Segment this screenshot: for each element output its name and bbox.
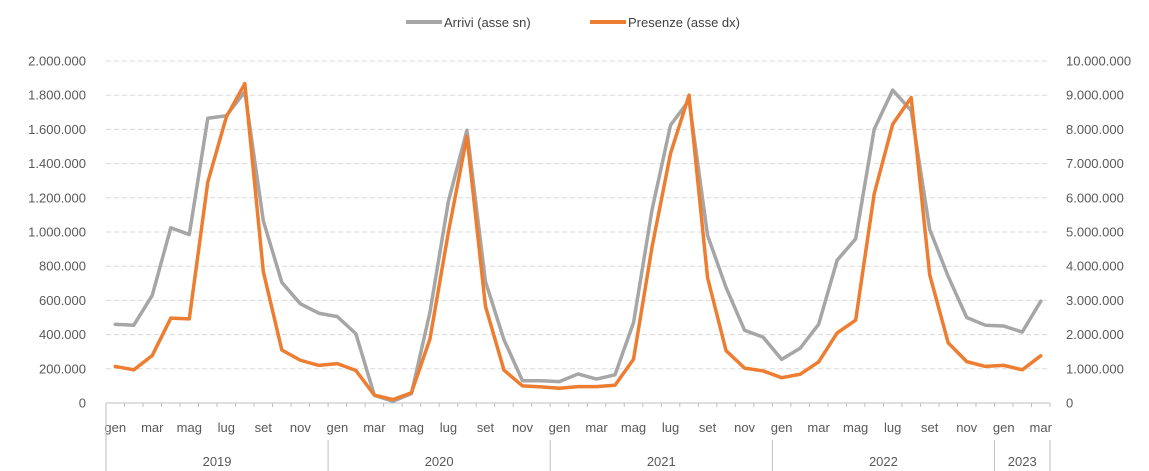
- x-tick-label: mag: [399, 420, 424, 435]
- legend-label-arrivi: Arrivi (asse sn): [444, 15, 531, 30]
- y-right-tick-label: 4.000.000: [1066, 259, 1124, 274]
- y-right-tick-label: 2.000.000: [1066, 327, 1124, 342]
- x-tick-label: mag: [621, 420, 646, 435]
- x-tick-label: gen: [327, 420, 349, 435]
- y-right-tick-label: 5.000.000: [1066, 225, 1124, 240]
- year-label: 2023: [1008, 454, 1037, 469]
- year-label: 2020: [425, 454, 454, 469]
- series-line-presenze: [113, 81, 1043, 402]
- x-tick-label: set: [699, 420, 717, 435]
- y-left-tick-label: 1.400.000: [28, 156, 86, 171]
- x-tick-label: nov: [734, 420, 755, 435]
- x-tick-label: nov: [956, 420, 977, 435]
- year-label: 2022: [869, 454, 898, 469]
- x-tick-label: gen: [104, 420, 126, 435]
- x-tick-label: mar: [585, 420, 608, 435]
- x-tick-label: mar: [363, 420, 386, 435]
- y-left-tick-label: 1.600.000: [28, 122, 86, 137]
- x-tick-label: mar: [1030, 420, 1053, 435]
- gridlines: [106, 60, 1050, 370]
- x-tick-label: set: [921, 420, 939, 435]
- x-tick-label: lug: [662, 420, 679, 435]
- y-right-tick-label: 1.000.000: [1066, 361, 1124, 376]
- x-tick-label: gen: [993, 420, 1015, 435]
- y-right-tick-label: 10.000.000: [1066, 54, 1131, 69]
- x-tick-label: gen: [771, 420, 793, 435]
- y-right-tick-label: 3.000.000: [1066, 293, 1124, 308]
- y-left-tick-label: 400.000: [39, 327, 86, 342]
- x-tick-label: mar: [141, 420, 164, 435]
- x-tick-label: nov: [290, 420, 311, 435]
- x-tick-label: set: [477, 420, 495, 435]
- legend-label-presenze: Presenze (asse dx): [628, 15, 740, 30]
- y-left-tick-label: 2.000.000: [28, 54, 86, 69]
- y-left-tick-label: 800.000: [39, 259, 86, 274]
- x-tick-label: nov: [512, 420, 533, 435]
- y-left-tick-label: 1.200.000: [28, 190, 86, 205]
- chart-legend: Arrivi (asse sn) Presenze (asse dx): [406, 15, 740, 30]
- y-left-tick-label: 200.000: [39, 361, 86, 376]
- x-tick-label: lug: [218, 420, 235, 435]
- y-right-tick-label: 0: [1066, 396, 1073, 411]
- y-left-tick-label: 600.000: [39, 293, 86, 308]
- x-tick-label: lug: [884, 420, 901, 435]
- year-label: 2019: [203, 454, 232, 469]
- y-right-tick-label: 6.000.000: [1066, 190, 1124, 205]
- y-right-tick-label: 9.000.000: [1066, 88, 1124, 103]
- x-tick-label: set: [255, 420, 273, 435]
- y-right-tick-label: 7.000.000: [1066, 156, 1124, 171]
- x-tick-label: lug: [440, 420, 457, 435]
- series-line-arrivi: [113, 88, 1043, 404]
- series-lines: [113, 81, 1043, 404]
- x-tick-label: mag: [177, 420, 202, 435]
- y-left-tick-label: 1.000.000: [28, 225, 86, 240]
- year-label: 2021: [647, 454, 676, 469]
- y-axis-right: 0 1.000.000 2.000.000 3.000.000 4.000.000 5.0…: [1066, 54, 1131, 411]
- x-axis: gen mar mag lug set nov gen mar mag lug set nov gen m…: [104, 402, 1053, 471]
- y-right-tick-label: 8.000.000: [1066, 122, 1124, 137]
- y-axis-left: 0 200.000 400.000 600.000 800.000 1.000.000 1.…: [28, 54, 86, 411]
- y-left-tick-label: 1.800.000: [28, 88, 86, 103]
- x-tick-label: mar: [807, 420, 830, 435]
- y-left-tick-label: 0: [79, 396, 86, 411]
- x-tick-label: mag: [843, 420, 868, 435]
- x-tick-label: gen: [549, 420, 571, 435]
